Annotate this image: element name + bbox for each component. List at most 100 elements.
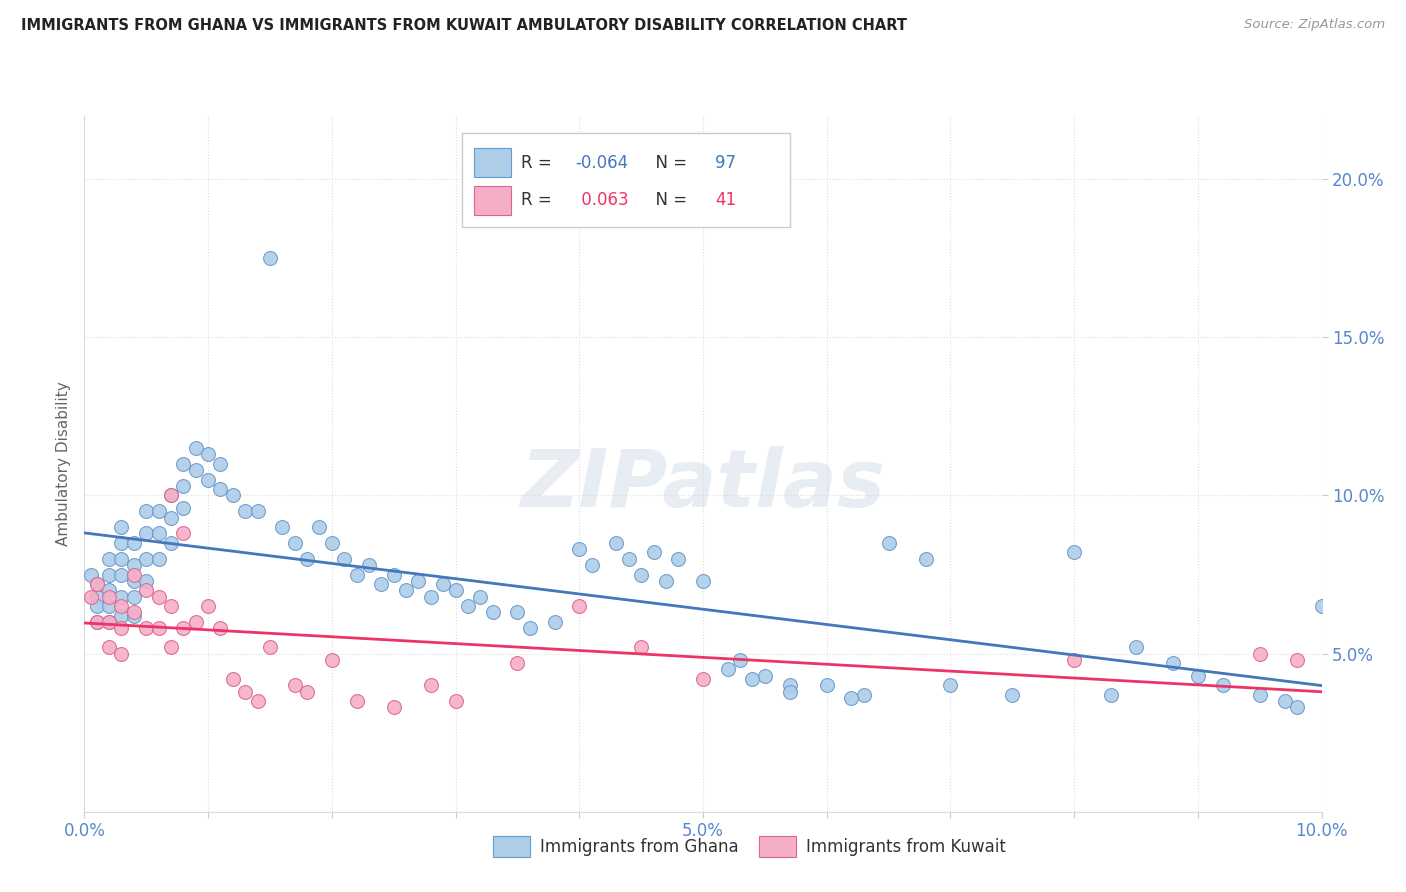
Point [519, 621, 541, 635]
Point [135, 551, 157, 566]
Point [1310, 599, 1333, 614]
Point [1249, 647, 1271, 661]
Point [370, 577, 392, 591]
Point [160, 536, 183, 550]
Text: IMMIGRANTS FROM GHANA VS IMMIGRANTS FROM KUWAIT AMBULATORY DISABILITY CORRELATIO: IMMIGRANTS FROM GHANA VS IMMIGRANTS FROM… [21, 18, 907, 33]
Point [209, 621, 232, 635]
Point [432, 577, 454, 591]
Point [741, 672, 763, 686]
Point [395, 583, 418, 598]
Point [1063, 653, 1085, 667]
Point [209, 482, 232, 496]
Point [98, 551, 121, 566]
Point [1001, 688, 1024, 702]
Point [110, 621, 132, 635]
Point [122, 567, 145, 582]
Point [815, 678, 838, 692]
Point [605, 536, 627, 550]
Point [1249, 688, 1271, 702]
Point [481, 606, 503, 620]
Point [914, 551, 936, 566]
Point [568, 599, 591, 614]
Point [135, 526, 157, 541]
Point [197, 447, 219, 461]
Point [444, 694, 467, 708]
Point [222, 672, 245, 686]
Text: 41: 41 [716, 191, 737, 209]
Point [197, 599, 219, 614]
Point [135, 621, 157, 635]
Point [122, 608, 145, 623]
Point [321, 536, 343, 550]
Point [98, 583, 121, 598]
Text: ZIPatlas: ZIPatlas [520, 446, 886, 524]
Point [86, 577, 108, 591]
Point [295, 551, 318, 566]
Point [110, 520, 132, 534]
Point [172, 457, 194, 471]
Text: R =: R = [522, 191, 557, 209]
Point [98, 599, 121, 614]
Point [172, 501, 194, 516]
Point [617, 551, 640, 566]
Text: 0.063: 0.063 [575, 191, 628, 209]
Point [259, 640, 281, 655]
Text: Immigrants from Kuwait: Immigrants from Kuwait [806, 838, 1005, 855]
Y-axis label: Ambulatory Disability: Ambulatory Disability [56, 382, 72, 546]
Point [506, 606, 529, 620]
Point [382, 700, 405, 714]
Point [110, 590, 132, 604]
Point [184, 463, 207, 477]
Point [172, 621, 194, 635]
Point [444, 583, 467, 598]
Point [135, 574, 157, 588]
Point [295, 684, 318, 698]
Point [1212, 678, 1234, 692]
Point [1285, 653, 1308, 667]
FancyBboxPatch shape [474, 148, 512, 178]
Point [779, 684, 801, 698]
Text: N =: N = [645, 153, 692, 171]
Point [346, 694, 368, 708]
Point [717, 662, 740, 676]
Point [233, 504, 256, 518]
Point [470, 590, 492, 604]
Point [630, 567, 652, 582]
Point [630, 640, 652, 655]
Point [122, 606, 145, 620]
Point [568, 542, 591, 557]
Point [148, 590, 170, 604]
Point [98, 640, 121, 655]
Point [655, 574, 678, 588]
Point [86, 590, 108, 604]
Text: N =: N = [645, 191, 692, 209]
Point [184, 441, 207, 455]
Point [1274, 694, 1296, 708]
Point [148, 504, 170, 518]
Text: -0.064: -0.064 [575, 153, 628, 171]
Point [184, 615, 207, 629]
Point [122, 574, 145, 588]
Point [581, 558, 603, 572]
Point [160, 599, 183, 614]
Point [86, 599, 108, 614]
Point [728, 653, 751, 667]
Point [692, 672, 714, 686]
Point [506, 656, 529, 670]
Point [222, 488, 245, 502]
Point [357, 558, 380, 572]
FancyBboxPatch shape [759, 836, 796, 857]
Point [86, 615, 108, 629]
Point [86, 577, 108, 591]
Point [939, 678, 962, 692]
Point [233, 684, 256, 698]
Point [246, 694, 269, 708]
Point [692, 574, 714, 588]
Point [643, 545, 665, 559]
Point [543, 615, 565, 629]
Point [408, 574, 430, 588]
Point [172, 479, 194, 493]
Point [877, 536, 900, 550]
Point [1187, 669, 1209, 683]
Point [110, 599, 132, 614]
